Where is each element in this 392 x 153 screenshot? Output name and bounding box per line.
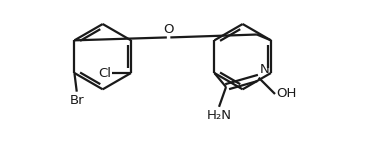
Text: Cl: Cl — [98, 67, 111, 80]
Text: OH: OH — [276, 88, 297, 101]
Text: H₂N: H₂N — [207, 109, 232, 122]
Text: N: N — [260, 63, 270, 76]
Text: Br: Br — [69, 94, 84, 107]
Text: O: O — [163, 23, 173, 36]
